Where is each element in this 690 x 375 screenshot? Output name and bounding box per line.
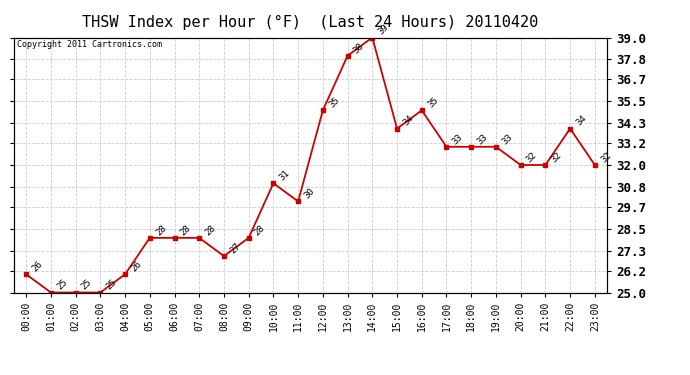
Text: 25: 25 <box>104 278 119 292</box>
Text: 32: 32 <box>549 150 564 164</box>
Text: 39: 39 <box>377 23 391 37</box>
Text: 26: 26 <box>30 260 44 273</box>
Text: 28: 28 <box>179 223 193 237</box>
Text: 38: 38 <box>352 41 366 55</box>
Text: 35: 35 <box>327 96 341 109</box>
Text: THSW Index per Hour (°F)  (Last 24 Hours) 20110420: THSW Index per Hour (°F) (Last 24 Hours)… <box>82 15 539 30</box>
Text: 35: 35 <box>426 96 440 109</box>
Text: 25: 25 <box>55 278 69 292</box>
Text: Copyright 2011 Cartronics.com: Copyright 2011 Cartronics.com <box>17 40 161 49</box>
Text: 32: 32 <box>525 150 539 164</box>
Text: 26: 26 <box>129 260 144 273</box>
Text: 28: 28 <box>154 223 168 237</box>
Text: 32: 32 <box>599 150 613 164</box>
Text: 31: 31 <box>277 168 292 182</box>
Text: 33: 33 <box>500 132 514 146</box>
Text: 30: 30 <box>302 187 316 201</box>
Text: 33: 33 <box>475 132 489 146</box>
Text: 34: 34 <box>574 114 589 128</box>
Text: 34: 34 <box>401 114 415 128</box>
Text: 33: 33 <box>451 132 464 146</box>
Text: 28: 28 <box>253 223 267 237</box>
Text: 25: 25 <box>80 278 94 292</box>
Text: 28: 28 <box>204 223 217 237</box>
Text: 27: 27 <box>228 242 242 255</box>
